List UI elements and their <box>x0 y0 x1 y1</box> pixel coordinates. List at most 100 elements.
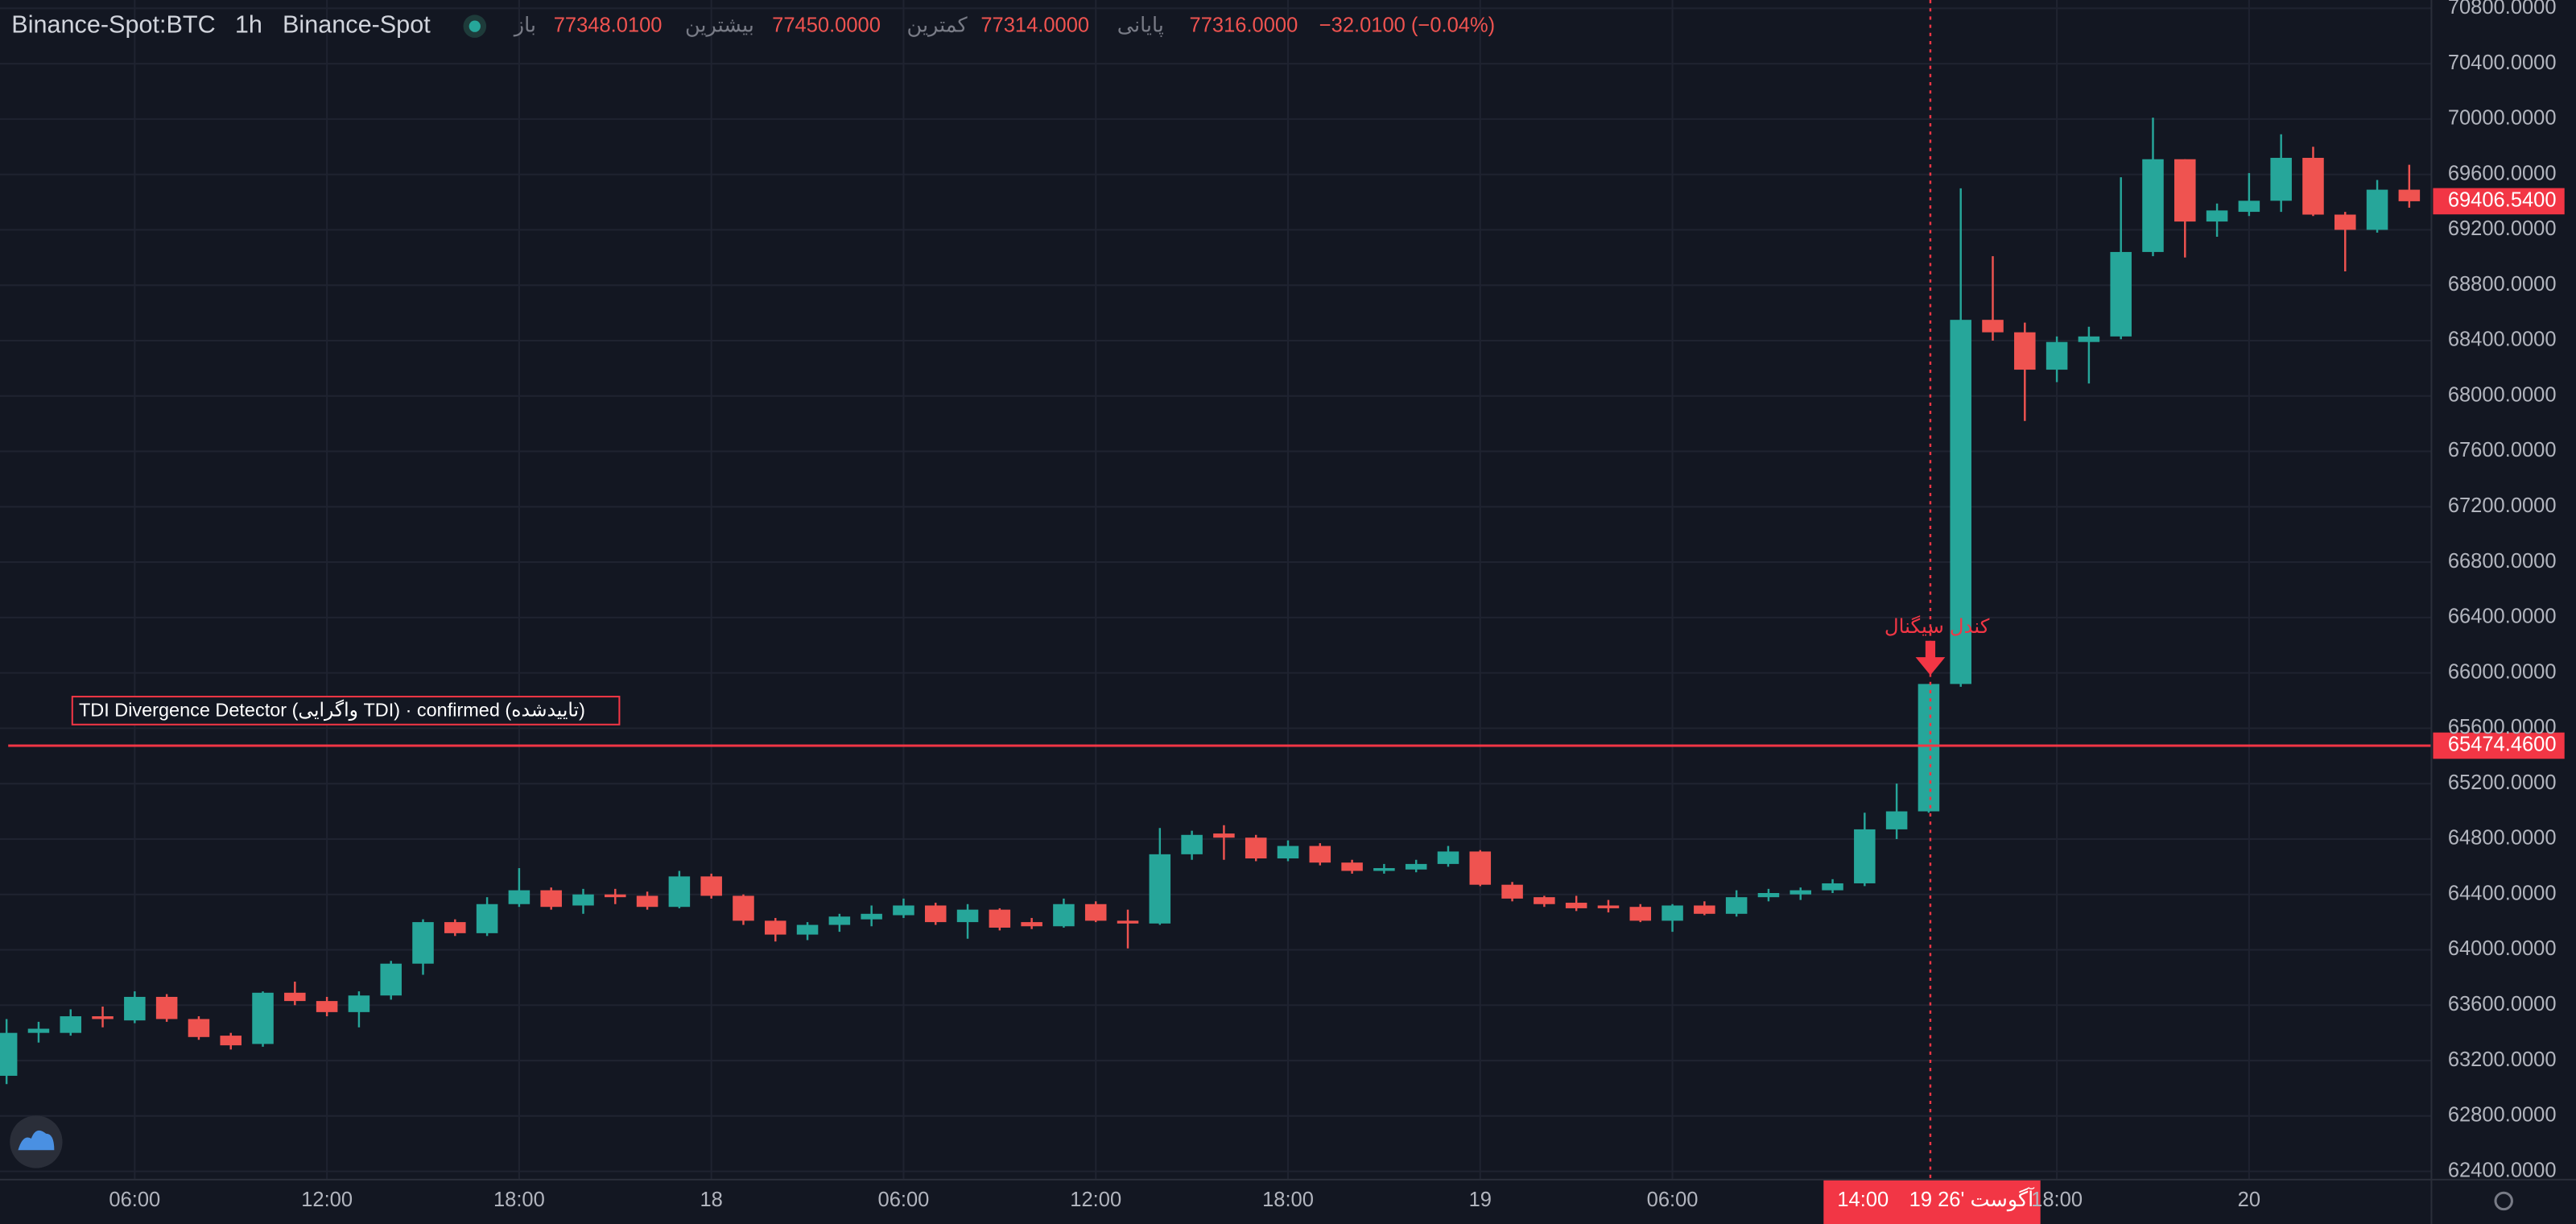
y-tick-label: 67600.0000 <box>2448 439 2557 461</box>
candle-body <box>572 894 594 906</box>
candle-body <box>27 1028 50 1033</box>
x-tick-label: 06:00 <box>1647 1189 1699 1211</box>
candle-body <box>636 895 658 908</box>
y-tick-label: 66800.0000 <box>2448 550 2557 573</box>
low-value: 77314.0000 <box>980 14 1089 36</box>
y-tick-label: 64000.0000 <box>2448 937 2557 960</box>
candle-body <box>2142 159 2164 252</box>
candle-body <box>1373 868 1395 871</box>
x-tick-label: 18:00 <box>1262 1189 1314 1211</box>
candle-body <box>444 922 466 933</box>
candle-body <box>316 1001 338 1012</box>
candle-body <box>956 909 979 923</box>
candle-body <box>1245 837 1267 859</box>
overlay: 65474.4600 69406.5400 TDI Divergence Detec… <box>8 0 2565 1224</box>
candle-body <box>828 916 851 925</box>
candle-body <box>1534 897 1555 904</box>
open-label: باز <box>513 14 536 36</box>
candle-body <box>1309 846 1331 863</box>
candle-body <box>700 876 722 896</box>
candle-body <box>540 890 562 908</box>
open-value: 77348.0100 <box>554 14 663 36</box>
close-label: پایانی <box>1117 14 1164 36</box>
level-price-label: 65474.4600 <box>2448 734 2557 756</box>
candle-body <box>1854 829 1876 883</box>
candle-body <box>0 1032 18 1076</box>
candle-body <box>2014 332 2036 370</box>
candle-body <box>989 909 1011 928</box>
candle-body <box>252 992 274 1044</box>
candle-body <box>861 913 882 920</box>
candle-body <box>508 890 530 904</box>
candle-body <box>1982 320 2004 333</box>
indicator-box <box>71 696 621 726</box>
candle-body <box>2110 251 2132 337</box>
candle-body <box>2366 189 2388 230</box>
y-tick-label: 64800.0000 <box>2448 827 2557 850</box>
candle-body <box>1405 863 1427 870</box>
x-tick-label: 18 <box>700 1189 722 1211</box>
signal-arrow <box>1915 640 1946 676</box>
candle-body <box>1181 834 1203 854</box>
candle-body <box>2334 214 2356 230</box>
candle-body <box>155 996 178 1019</box>
level-price-box <box>2433 732 2565 759</box>
y-tick-label: 65200.0000 <box>2448 771 2557 794</box>
candle-body <box>1213 833 1235 838</box>
y-tick-label: 62800.0000 <box>2448 1104 2557 1127</box>
candle-body <box>1117 920 1139 924</box>
y-tick-label: 63200.0000 <box>2448 1048 2557 1071</box>
logo-icon <box>18 1130 55 1151</box>
interval: 1h <box>235 11 262 39</box>
y-tick-label: 66000.0000 <box>2448 660 2557 683</box>
x-tick-label: 18:00 <box>493 1189 545 1211</box>
candle-body <box>733 895 754 921</box>
candle-body <box>412 922 434 964</box>
candle-body <box>1053 904 1075 927</box>
candle-body <box>668 876 691 908</box>
candle-body <box>2046 341 2068 370</box>
y-tick-label: 68000.0000 <box>2448 383 2557 406</box>
candle-body <box>2238 201 2260 213</box>
signal-label: کندل سیگنال <box>1885 615 1990 638</box>
change-value: −32.0100 (−0.04%) <box>1319 14 1495 36</box>
crosshair-time-box <box>1823 1179 2041 1224</box>
y-tick-label: 70800.0000 <box>2448 0 2557 19</box>
candle-body <box>2302 158 2324 215</box>
candle-body <box>92 1016 114 1019</box>
candle-body <box>1277 846 1299 859</box>
y-tick-label: 70000.0000 <box>2448 107 2557 130</box>
candle-body <box>188 1019 210 1037</box>
y-tick-label: 66400.0000 <box>2448 606 2557 628</box>
candle-body <box>1565 903 1587 908</box>
candle-body <box>60 1016 82 1033</box>
candle-body <box>1725 897 1748 914</box>
candle-body <box>1501 884 1523 899</box>
candle-body <box>1757 893 1780 898</box>
candle-body <box>1694 905 1715 914</box>
candle-body <box>284 992 306 1002</box>
settings-icon[interactable] <box>2494 1191 2513 1211</box>
candle-body <box>1662 905 1683 921</box>
candle-body <box>2206 210 2228 222</box>
symbol: Binance-Spot:BTC <box>11 11 215 39</box>
candle-body <box>2174 159 2196 222</box>
exchange: Binance-Spot <box>283 11 431 39</box>
last-price-box <box>2433 188 2565 215</box>
candle-body <box>1469 851 1492 885</box>
crosshair-date: 19 آگوست '26 <box>1909 1187 2036 1212</box>
candle-body <box>1597 905 1620 908</box>
grid <box>0 0 2432 1180</box>
y-tick-label: 64400.0000 <box>2448 882 2557 904</box>
candle-body <box>1918 684 1940 812</box>
y-tick-label: 70400.0000 <box>2448 52 2557 74</box>
candle-body <box>2078 336 2100 342</box>
candle-body <box>348 995 370 1012</box>
candle-body <box>1341 862 1363 871</box>
y-tick-label: 68800.0000 <box>2448 273 2557 296</box>
candle-body <box>924 905 947 923</box>
y-tick-label: 69600.0000 <box>2448 162 2557 184</box>
candle-body <box>605 894 626 898</box>
y-tick-label: 63600.0000 <box>2448 993 2557 1015</box>
